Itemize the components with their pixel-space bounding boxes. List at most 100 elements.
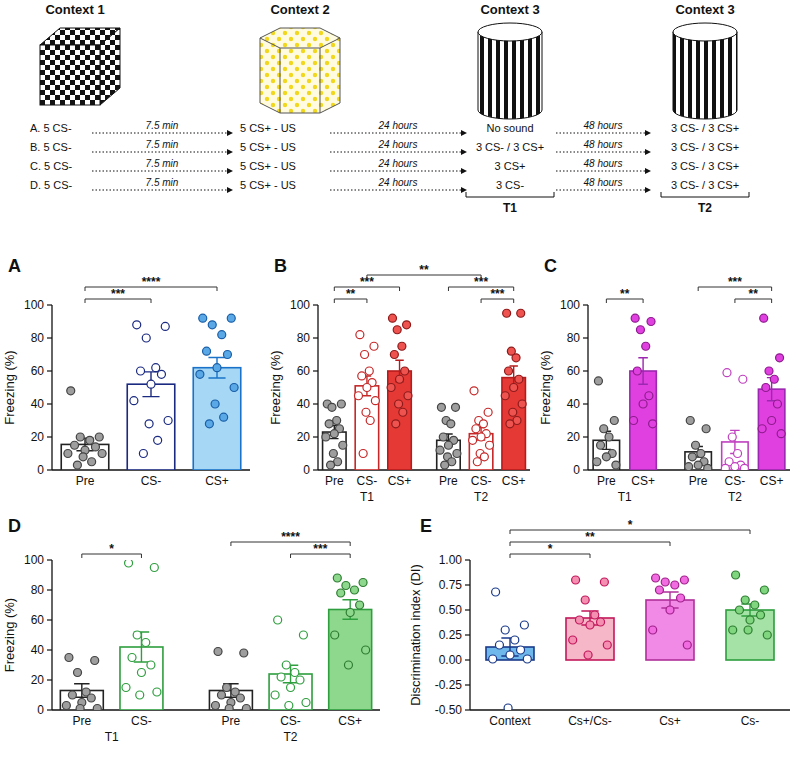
data-point [469,436,477,444]
group-label: T2 [474,490,488,504]
data-point [68,691,76,699]
data-point [299,631,307,639]
context-2-icon [260,28,340,113]
y-tick [313,370,318,371]
significance-label: *** [728,275,742,289]
protocol-step: B. 5 CS- [30,141,72,153]
marks [61,314,241,470]
x-tick-label: Pre [439,474,458,488]
data-point [133,631,141,639]
interval-arrow [330,152,466,153]
data-point [147,661,155,669]
data-point [661,578,669,586]
data-point [331,631,339,639]
y-tick [465,684,470,685]
data-point [344,661,352,669]
y-tick [313,304,318,305]
data-point [136,691,144,699]
data-point [480,453,488,461]
data-point [447,420,455,428]
bar [329,610,372,711]
data-point [91,443,99,451]
data-point [354,392,362,400]
data-point [211,400,219,408]
y-tick-label: -0.50 [435,703,463,717]
data-point [591,611,599,619]
data-point [509,408,517,416]
error-bar [142,372,159,397]
y-tick [313,403,318,404]
y-tick-label: 20 [567,430,581,444]
data-point [677,594,685,602]
data-point [74,669,82,677]
data-point [327,461,335,469]
x-tick-label: CS- [357,474,378,488]
protocol-step: 5 CS+ - US [240,160,296,172]
data-point [683,641,691,649]
data-point [741,596,749,604]
data-point [328,403,336,411]
data-point [274,616,282,624]
x-tick-label: CS+ [388,474,412,488]
data-point [453,450,461,458]
interval-label: 48 hours [584,139,623,150]
x-tick-label: Cs- [741,714,760,728]
data-point [486,441,494,449]
y-tick-label: 0 [37,703,44,717]
y-tick [47,403,52,404]
data-point [639,400,647,408]
data-point [399,408,407,416]
y-tick-label: 100 [24,298,44,312]
data-point [62,702,70,710]
data-point [645,392,653,400]
data-point [723,369,731,377]
y-tick [583,403,588,404]
data-point [633,367,641,375]
data-point [291,669,299,677]
data-point [680,576,688,584]
data-point [359,450,367,458]
data-point [735,606,743,614]
protocol-step: No sound [486,122,533,134]
x-tick-label: Context [489,714,531,728]
data-point [67,387,75,395]
significance-label: *** [490,287,504,301]
interval-label: 7.5 min [146,120,179,131]
data-point [441,461,449,469]
y-tick-label: 60 [31,613,45,627]
data-point [586,621,594,629]
marks [322,309,526,470]
data-point [337,589,345,597]
bar [355,386,378,470]
data-point [503,309,511,317]
data-point [71,441,79,449]
data-point [436,446,444,454]
data-point [612,461,620,469]
group-label: T1 [105,730,119,744]
interval-arrow [556,152,650,153]
y-tick [47,679,52,680]
data-point [153,688,161,696]
data-point [86,436,94,444]
data-point [452,403,460,411]
data-point [765,367,773,375]
x-tick-label: Pre [222,714,241,728]
data-point [147,380,155,388]
y-tick-label: 0 [37,463,44,477]
y-tick [47,619,52,620]
interval-label: 7.5 min [146,139,179,150]
interval-label: 24 hours [378,139,418,150]
data-point [572,576,580,584]
data-point [404,392,412,400]
y-tick [465,559,470,560]
data-point [631,314,639,322]
data-point [510,384,518,392]
y-axis [469,560,470,710]
y-tick-label: 60 [297,364,311,378]
data-point [217,691,225,699]
data-point [396,375,404,383]
y-tick-label: 20 [297,430,311,444]
data-point [739,375,747,383]
data-point [473,458,481,466]
data-point [777,430,785,438]
